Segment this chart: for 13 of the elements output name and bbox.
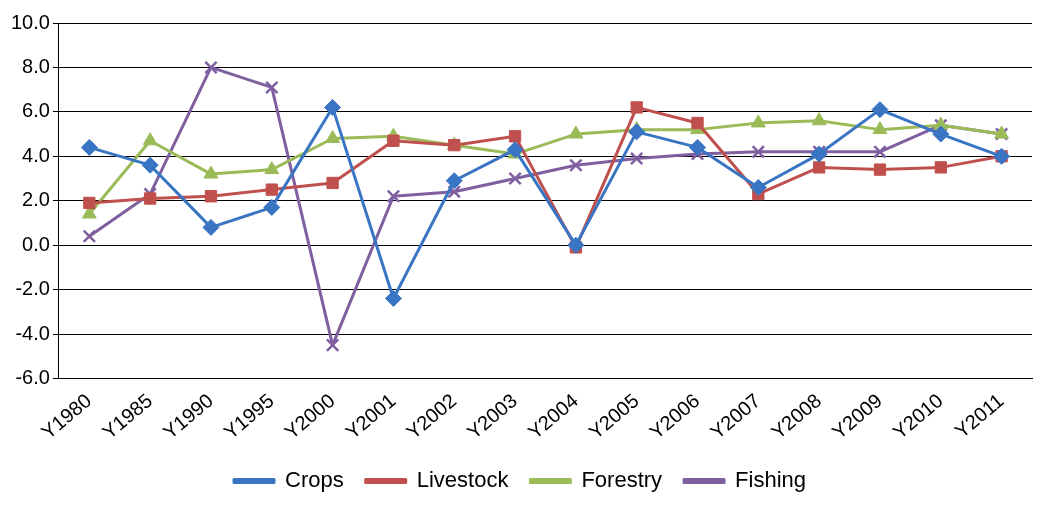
legend-label: Crops [285,467,344,493]
legend-label: Livestock [416,467,510,493]
y-tick-label: -2.0 [15,277,50,300]
y-tick-label: -4.0 [15,321,50,344]
legend-label: Forestry [581,467,663,493]
y-tick-label: -6.0 [15,365,50,388]
y-tick-label: 4.0 [22,143,50,166]
y-tick-label: 6.0 [22,99,50,122]
legend-label: Fishing [735,467,806,493]
y-tick-label: 8.0 [22,54,50,77]
y-tick-label: 10.0 [10,10,50,33]
y-tick-label: 2.0 [22,188,50,211]
y-tick-label: 0.0 [22,232,50,255]
